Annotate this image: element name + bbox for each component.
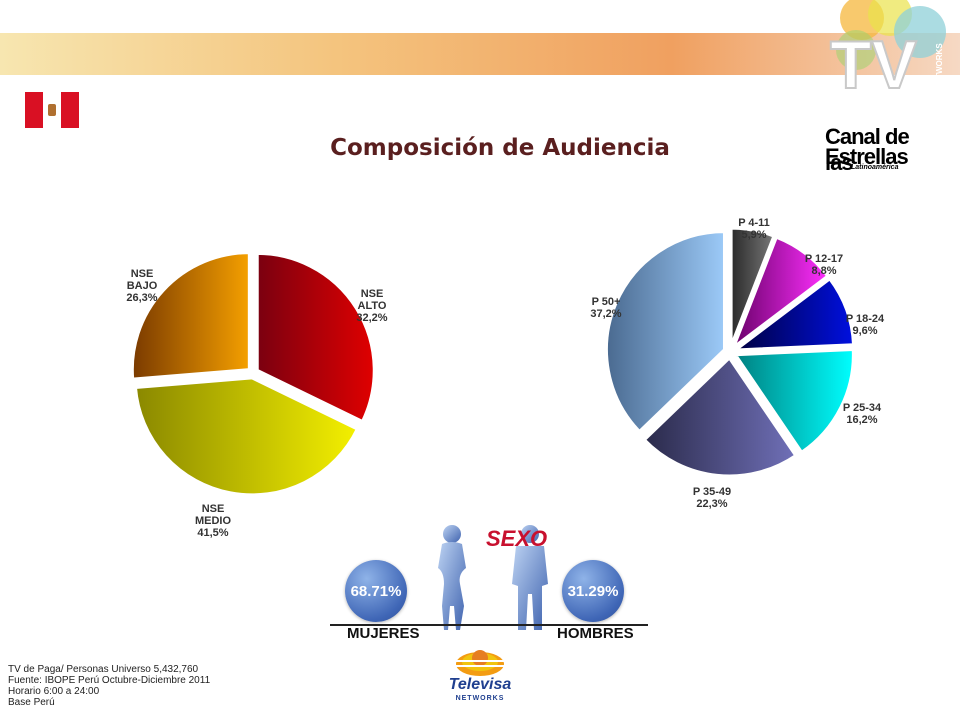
label-line: 5,9%: [741, 229, 766, 241]
sexo-title: SEXO: [486, 526, 548, 551]
sexo-divider: [330, 624, 648, 626]
age-slice-4: [642, 355, 798, 478]
age-label-0: P 4-11 5,9%: [738, 217, 770, 241]
nse-label-0: NSE ALTO 32,2%: [356, 288, 387, 324]
label-line: NSE: [202, 503, 225, 515]
footnote-line: Base Perú: [8, 697, 55, 708]
televisa-logo: Televisa NETWORKS: [440, 638, 520, 708]
flag-emblem-icon: [48, 104, 56, 116]
female-label: MUJERES: [347, 625, 420, 642]
label-line: 37,2%: [590, 308, 621, 320]
age-label-2: P 18-24 9,6%: [846, 313, 885, 337]
age-label-1: P 12-17 8,8%: [805, 253, 843, 277]
age-slice-1: [730, 235, 830, 352]
footnote-line: TV de Paga/ Personas Universo 5,432,760: [8, 664, 199, 675]
nse-label-2: NSE BAJO 26,3%: [126, 268, 157, 304]
silhouettes-icon: [438, 525, 548, 630]
male-pct-badge: 31.29%: [562, 560, 624, 622]
canal-estrellas-logo: Canal de las Estrellas Latinoamérica: [825, 124, 935, 175]
label-line: P 4-11: [738, 217, 770, 229]
footnote-line: Fuente: IBOPE Perú Octubre-Diciembre 201…: [8, 675, 211, 686]
age-slice-0: [729, 226, 776, 347]
nse-label-1: NSE MEDIO 41,5%: [195, 503, 232, 539]
age-slice-5: [604, 230, 726, 434]
gender-panel: SEXO 68.71% 31.29% MUJERES HOMBRES: [330, 522, 650, 652]
label-line: 32,2%: [356, 312, 387, 324]
age-label-3: P 25-34 16,2%: [843, 402, 882, 426]
televisa-eye-icon: [456, 650, 504, 676]
label-line: P 25-34: [843, 402, 882, 414]
tv-logo-sub: NETWORKS: [935, 43, 944, 90]
footnotes: TV de Paga/ Personas Universo 5,432,760 …: [8, 664, 210, 708]
age-slice-2: [730, 276, 856, 352]
peru-flag: [25, 92, 79, 128]
age-slice-3: [732, 347, 855, 455]
nse-slice-2: [130, 251, 251, 381]
header-band: [0, 33, 960, 75]
flag-white-center: [43, 92, 61, 128]
label-line: P 18-24: [846, 313, 885, 325]
page-title: Composición de Audiencia: [330, 135, 670, 161]
televisa-sub: NETWORKS: [455, 695, 505, 702]
male-label: HOMBRES: [557, 625, 634, 642]
label-line: BAJO: [127, 280, 158, 292]
brand-line1: Canal de las: [825, 124, 910, 175]
flag-red-left: [25, 92, 43, 128]
label-line: P 35-49: [693, 486, 731, 498]
footnote-line: Horario 6:00 a 24:00: [8, 686, 100, 697]
label-line: P 50+: [592, 296, 621, 308]
label-line: NSE: [131, 268, 154, 280]
label-line: 22,3%: [696, 498, 727, 510]
brand-line2: Estrellas: [825, 144, 909, 169]
label-line: MEDIO: [195, 515, 232, 527]
label-line: P 12-17: [805, 253, 843, 265]
label-line: 16,2%: [846, 414, 877, 426]
age-label-4: P 35-49 22,3%: [693, 486, 731, 510]
female-pct-badge: 68.71%: [345, 560, 407, 622]
brand-sub: Latinoamérica: [851, 164, 899, 171]
tv-logo-text: TV: [830, 27, 917, 100]
label-line: 41,5%: [197, 527, 228, 539]
age-label-5: P 50+ 37,2%: [590, 296, 621, 320]
label-line: 9,6%: [852, 325, 877, 337]
label-line: 26,3%: [126, 292, 157, 304]
label-line: NSE: [361, 288, 384, 300]
male-silhouette-icon: [512, 525, 548, 630]
nse-slice-0: [255, 251, 376, 424]
televisa-name: Televisa: [448, 676, 512, 693]
female-silhouette-icon: [438, 525, 466, 630]
nse-slice-1: [133, 376, 360, 497]
flag-red-right: [61, 92, 79, 128]
label-line: 8,8%: [811, 265, 836, 277]
tv-networks-logo: TV NETWORKS: [829, 0, 946, 100]
label-line: ALTO: [358, 300, 387, 312]
